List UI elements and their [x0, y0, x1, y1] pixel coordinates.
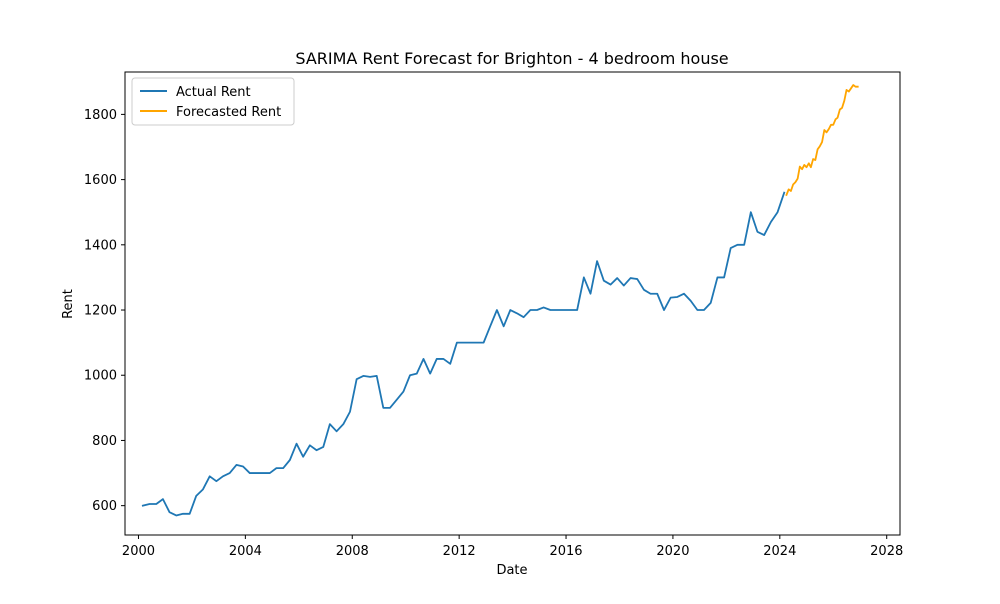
y-tick-label: 1400	[84, 238, 117, 253]
x-tick-label: 2008	[336, 544, 369, 559]
legend-box	[131, 77, 295, 126]
legend-label-forecasted-rent: Forecasted Rent	[176, 105, 281, 120]
plot-frame	[124, 71, 901, 536]
series-line-forecasted-rent	[785, 84, 859, 197]
y-tick-label: 600	[92, 499, 117, 514]
y-axis-ticks: 600 800 1000 1200 1400 1600 1800	[84, 108, 125, 514]
x-axis-label: Date	[496, 563, 527, 578]
x-tick-label: 2024	[763, 544, 796, 559]
legend-label-actual-rent: Actual Rent	[176, 85, 251, 100]
x-tick-label: 2012	[443, 544, 476, 559]
y-tick-label: 1800	[84, 108, 117, 123]
chart-title: SARIMA Rent Forecast for Brighton - 4 be…	[295, 49, 728, 68]
x-tick-label: 2004	[229, 544, 262, 559]
y-tick-label: 1200	[84, 304, 117, 319]
x-axis-ticks: 2000 2004 2008 2012 2016 2020 2024 2028	[122, 535, 903, 559]
y-axis-label: Rent	[61, 289, 76, 319]
legend: Actual Rent Forecasted Rent	[131, 77, 295, 126]
x-tick-label: 2016	[549, 544, 582, 559]
series-line-actual-rent	[141, 191, 786, 517]
x-tick-label: 2020	[656, 544, 689, 559]
y-tick-label: 1600	[84, 173, 117, 188]
y-tick-label: 800	[92, 434, 117, 449]
series-layer	[141, 84, 859, 517]
y-tick-label: 1000	[84, 369, 117, 384]
x-tick-label: 2000	[122, 544, 155, 559]
plot-area	[125, 72, 900, 535]
x-tick-label: 2028	[870, 544, 903, 559]
